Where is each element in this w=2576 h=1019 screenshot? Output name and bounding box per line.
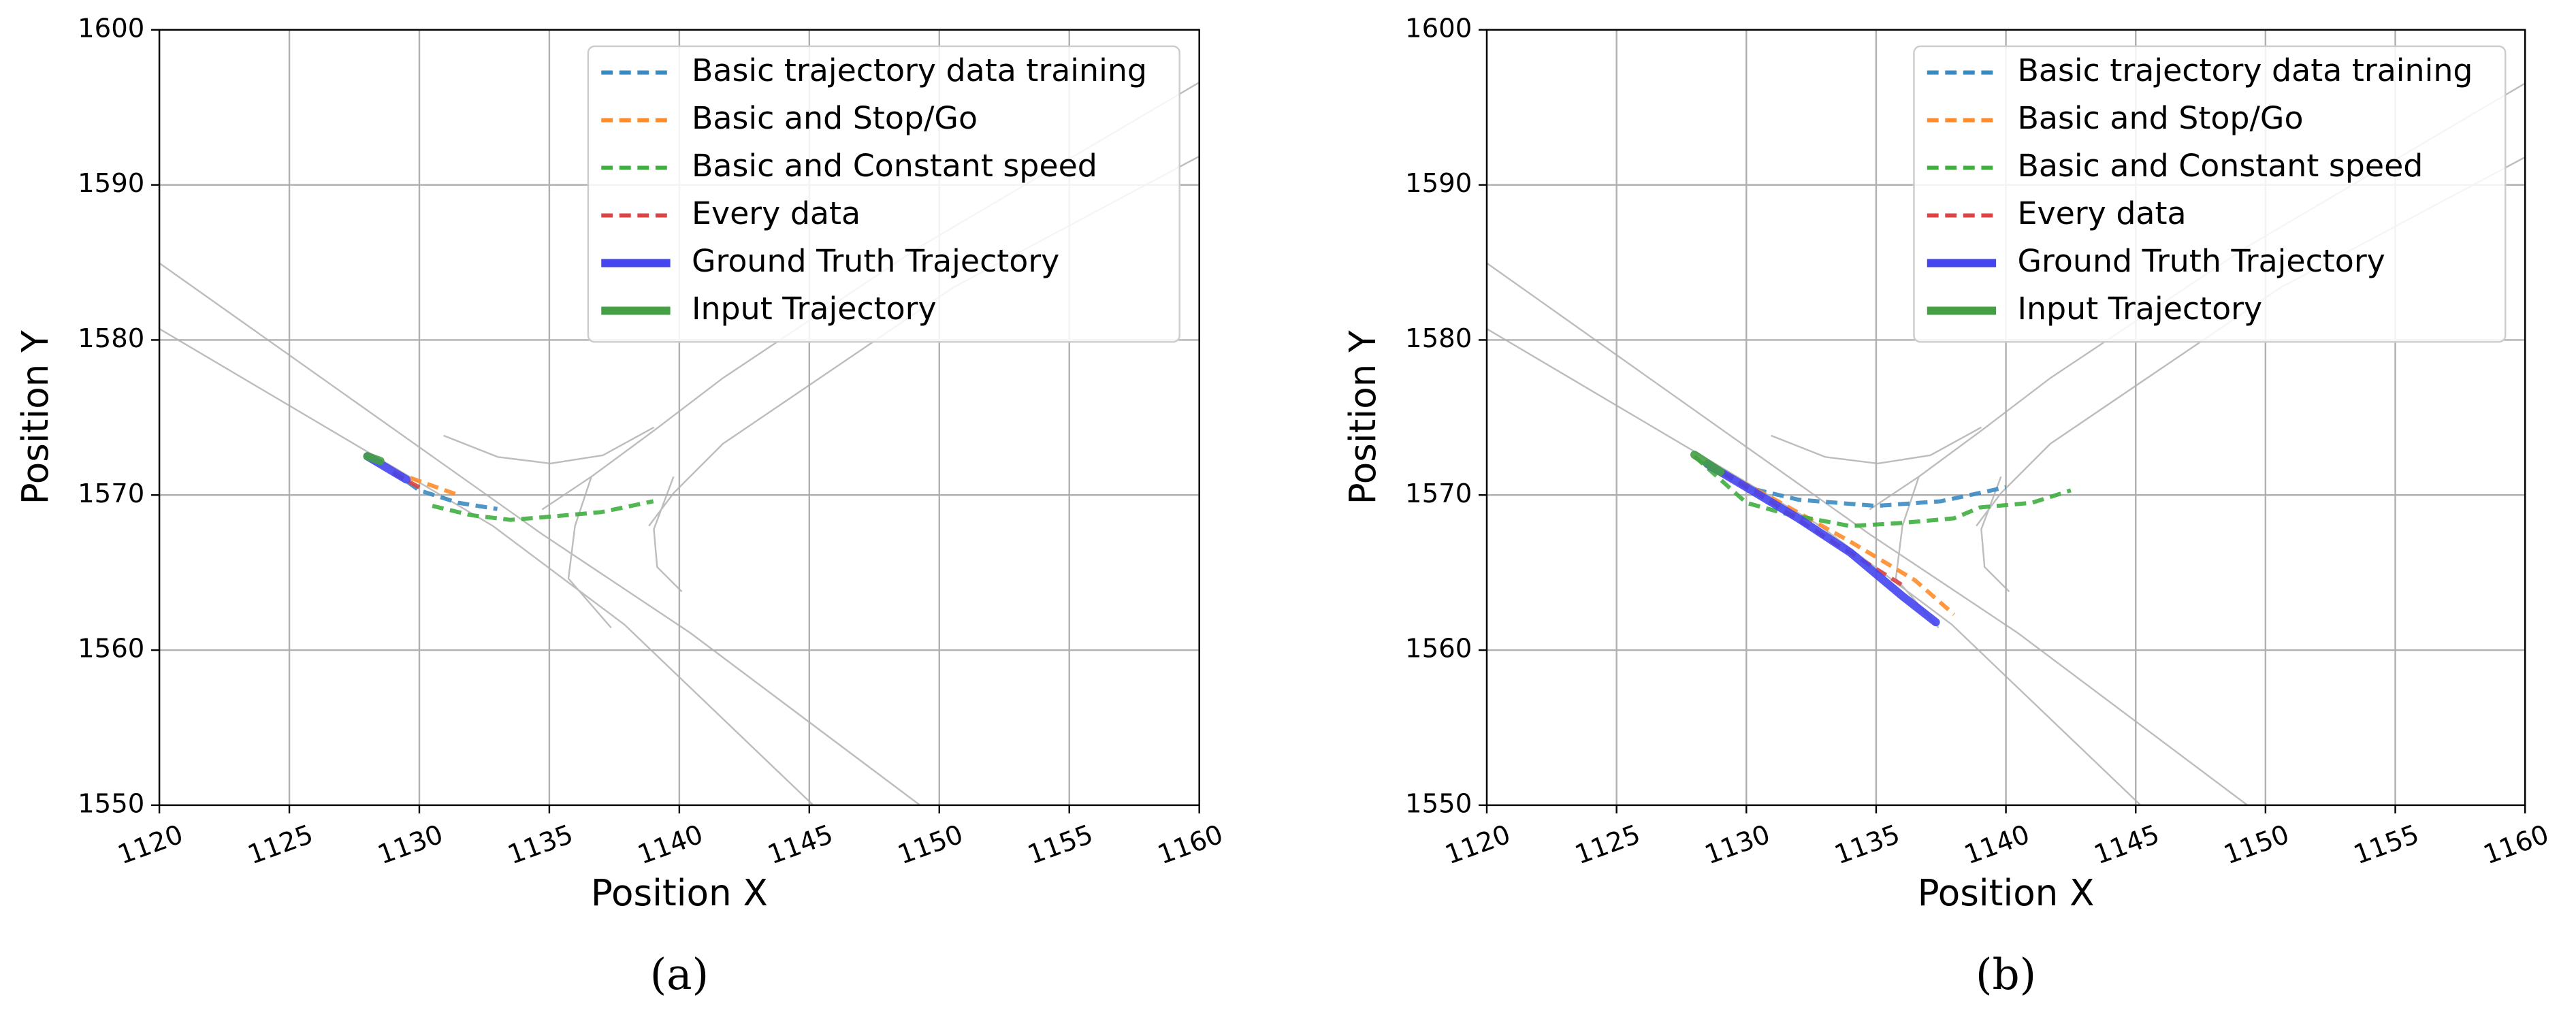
series-line [432, 499, 654, 522]
y-axis-label: Position Y [14, 330, 57, 505]
y-tick-label: 1580 [1405, 323, 1472, 354]
legend-label: Basic trajectory data training [692, 52, 1147, 88]
x-tick-label: 1135 [504, 819, 577, 871]
x-axis-label: Position X [591, 872, 768, 914]
x-tick-label: 1130 [1701, 819, 1774, 871]
x-tick-label: 1140 [1961, 819, 2034, 871]
x-tick-label: 1125 [244, 819, 317, 871]
x-tick-label: 1125 [1571, 819, 1645, 871]
y-tick-label: 1600 [78, 13, 144, 44]
y-tick-label: 1570 [1405, 479, 1472, 509]
x-tick-label: 1145 [2090, 819, 2163, 871]
plot-frame [1485, 29, 2526, 807]
x-tick-label: 1150 [2220, 819, 2293, 871]
legend-label: Basic and Stop/Go [2017, 99, 2303, 136]
y-tick-label: 1590 [78, 168, 144, 199]
x-tick-label: 1145 [764, 819, 837, 871]
y-tick-label: 1550 [1405, 788, 1472, 819]
y-tick-label: 1560 [1405, 634, 1472, 664]
legend: Basic trajectory data training Basic and … [1913, 45, 2507, 343]
x-tick-label: 1160 [1154, 819, 1227, 871]
legend-label: Ground Truth Trajectory [2017, 242, 2385, 279]
x-tick-label: 1160 [2479, 819, 2553, 871]
series-line [1706, 462, 1956, 616]
legend-label: Ground Truth Trajectory [692, 242, 1059, 279]
plot-frame [158, 29, 1200, 807]
x-tick-label: 1120 [1441, 819, 1515, 871]
y-tick-label: 1570 [78, 479, 144, 509]
legend-box [1913, 45, 2507, 343]
y-axis-label: Position Y [1342, 330, 1384, 505]
legend-label: Basic trajectory data training [2017, 52, 2473, 88]
legend-label: Basic and Constant speed [2017, 147, 2423, 184]
series-line [1693, 455, 2072, 528]
y-tick-label: 1590 [1405, 168, 1472, 199]
legend-label: Every data [2017, 195, 2186, 231]
x-axis-label: Position X [1918, 872, 2095, 914]
series-line [392, 470, 460, 498]
caption: (a) [650, 950, 709, 999]
x-tick-label: 1130 [374, 819, 447, 871]
y-tick-label: 1600 [1405, 13, 1472, 44]
x-tick-label: 1120 [114, 819, 187, 871]
series-line [392, 470, 498, 511]
x-tick-label: 1140 [634, 819, 707, 871]
legend-label: Every data [692, 195, 860, 231]
legend-label: Input Trajectory [692, 290, 937, 327]
legend-label: Basic and Stop/Go [692, 99, 978, 136]
caption: (b) [1976, 950, 2036, 999]
x-tick-label: 1150 [894, 819, 967, 871]
legend: Basic trajectory data training Basic and … [587, 45, 1180, 343]
x-tick-label: 1155 [2350, 819, 2424, 871]
y-tick-label: 1560 [78, 634, 144, 664]
series-line [1703, 459, 1940, 627]
legend-box [587, 45, 1180, 343]
series-line [1690, 450, 1725, 476]
legend-label: Input Trajectory [2017, 290, 2262, 327]
y-tick-label: 1550 [78, 788, 144, 819]
series-line [363, 452, 385, 466]
y-tick-label: 1580 [78, 323, 144, 354]
x-tick-label: 1155 [1024, 819, 1097, 871]
legend-label: Basic and Constant speed [692, 147, 1097, 184]
x-tick-label: 1135 [1831, 819, 1904, 871]
